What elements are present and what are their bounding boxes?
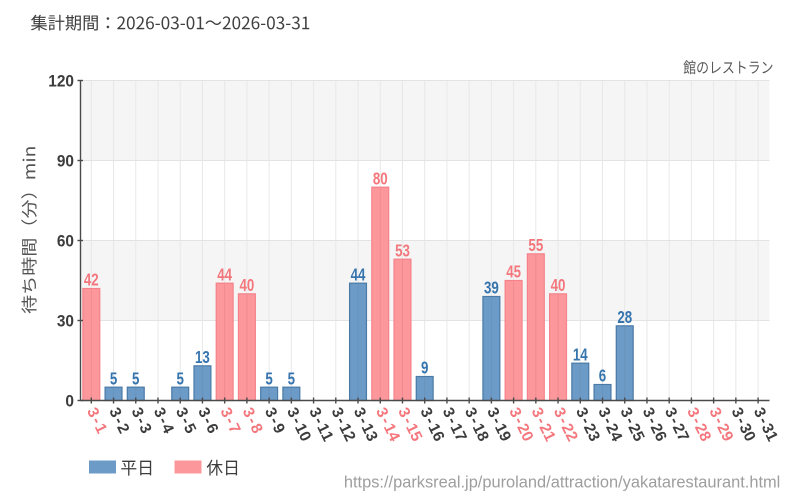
svg-text:39: 39: [484, 278, 499, 298]
svg-text:40: 40: [551, 275, 566, 295]
svg-text:9: 9: [421, 358, 429, 378]
svg-text:https://parksreal.jp/puroland/: https://parksreal.jp/puroland/attraction…: [344, 473, 780, 491]
svg-text:5: 5: [288, 368, 296, 388]
svg-text:80: 80: [373, 168, 388, 188]
svg-text:30: 30: [57, 311, 74, 330]
svg-text:42: 42: [84, 270, 99, 290]
svg-text:90: 90: [57, 151, 74, 170]
svg-text:45: 45: [506, 262, 521, 282]
svg-text:60: 60: [57, 231, 74, 250]
svg-text:53: 53: [395, 240, 410, 260]
svg-text:120: 120: [48, 71, 74, 90]
svg-text:5: 5: [132, 368, 140, 388]
svg-text:55: 55: [528, 235, 543, 255]
svg-text:44: 44: [351, 264, 366, 284]
svg-text:28: 28: [617, 307, 632, 327]
svg-text:13: 13: [195, 347, 210, 367]
svg-text:40: 40: [239, 275, 254, 295]
svg-text:44: 44: [217, 264, 232, 284]
svg-text:14: 14: [573, 344, 588, 364]
svg-text:5: 5: [265, 368, 273, 388]
svg-text:5: 5: [177, 368, 185, 388]
svg-text:6: 6: [599, 366, 607, 386]
svg-text:5: 5: [110, 368, 118, 388]
svg-text:0: 0: [65, 391, 74, 410]
